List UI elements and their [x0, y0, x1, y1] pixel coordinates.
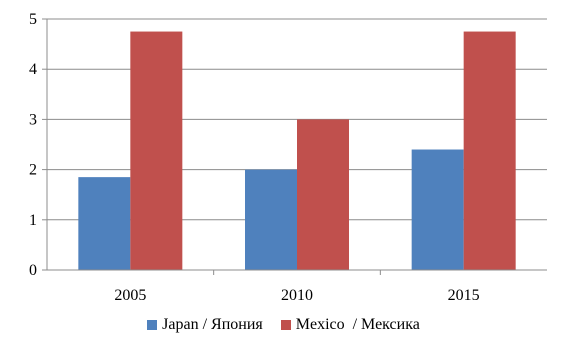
x-axis-ticks: 2005 2010 2015	[114, 270, 480, 304]
y-tick-label-4: 4	[29, 61, 37, 78]
y-tick-label-1: 1	[29, 212, 37, 229]
legend-swatch-japan	[147, 320, 158, 330]
legend-label-japan: Japan / Япония	[162, 316, 263, 333]
bar-2005-mexico	[130, 31, 183, 270]
bars	[78, 31, 516, 271]
legend-item-mexico: Mexico / Мексика	[280, 316, 420, 334]
legend: Japan / Япония Mexico / Мексика	[0, 316, 567, 334]
bar-2010-japan	[245, 169, 297, 270]
bar-2010-mexico	[297, 119, 349, 271]
y-tick-label-0: 0	[29, 262, 37, 279]
bar-2015-japan	[411, 149, 464, 270]
legend-swatch-mexico	[280, 320, 291, 330]
y-tick-label-3: 3	[29, 111, 37, 128]
y-tick-label-5: 5	[29, 11, 37, 28]
y-axis-ticks: 0 1 2 3 4 5	[29, 11, 47, 279]
x-tick-label-2010: 2010	[281, 287, 313, 304]
bar-2005-japan	[78, 177, 131, 270]
x-tick-label-2015: 2015	[448, 287, 480, 304]
x-tick-label-2005: 2005	[114, 287, 146, 304]
legend-item-japan: Japan / Япония	[147, 316, 263, 334]
legend-label-mexico: Mexico / Мексика	[295, 316, 420, 333]
y-tick-label-2: 2	[29, 162, 37, 179]
bar-2015-mexico	[463, 31, 516, 270]
